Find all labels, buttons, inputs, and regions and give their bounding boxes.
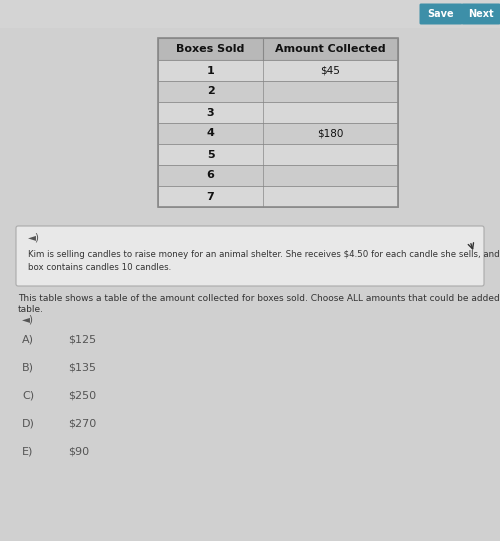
Text: 2: 2 [206, 87, 214, 96]
Text: $125: $125 [68, 335, 96, 345]
Text: box contains candles 10 candles.: box contains candles 10 candles. [28, 263, 171, 272]
Text: ◄): ◄) [22, 315, 34, 325]
Text: B): B) [22, 363, 34, 373]
Bar [158, 81, 398, 102]
Bar [158, 123, 398, 144]
Text: 5: 5 [206, 149, 214, 160]
Text: Next: Next [468, 9, 494, 19]
Text: $180: $180 [318, 129, 344, 138]
Text: Save: Save [428, 9, 454, 19]
Bar [158, 38, 398, 207]
FancyBboxPatch shape [420, 3, 463, 24]
Text: ◄): ◄) [28, 233, 40, 243]
Text: $135: $135 [68, 363, 96, 373]
Text: Amount Collected: Amount Collected [275, 44, 386, 54]
Text: E): E) [22, 447, 34, 457]
Text: 7: 7 [206, 192, 214, 201]
FancyBboxPatch shape [16, 226, 484, 286]
Text: table.: table. [18, 305, 44, 314]
Text: 6: 6 [206, 170, 214, 181]
Bar [158, 186, 398, 207]
FancyBboxPatch shape [462, 3, 500, 24]
Bar [158, 102, 398, 123]
Bar [0, 0, 500, 28]
Text: C): C) [22, 391, 34, 401]
Bar [158, 165, 398, 186]
Bar [158, 38, 398, 60]
Bar [158, 60, 398, 81]
Text: 4: 4 [206, 129, 214, 138]
Text: $250: $250 [68, 391, 96, 401]
Text: 1: 1 [206, 65, 214, 76]
Text: A): A) [22, 335, 34, 345]
Text: D): D) [22, 419, 35, 429]
Text: $90: $90 [68, 447, 89, 457]
Text: Boxes Sold: Boxes Sold [176, 44, 244, 54]
Text: Kim is selling candles to raise money for an animal shelter. She receives $4.50 : Kim is selling candles to raise money fo… [28, 250, 500, 259]
Text: $270: $270 [68, 419, 96, 429]
Text: This table shows a table of the amount collected for boxes sold. Choose ALL amou: This table shows a table of the amount c… [18, 294, 500, 303]
Bar [158, 144, 398, 165]
Text: 3: 3 [206, 108, 214, 117]
Text: $45: $45 [320, 65, 340, 76]
